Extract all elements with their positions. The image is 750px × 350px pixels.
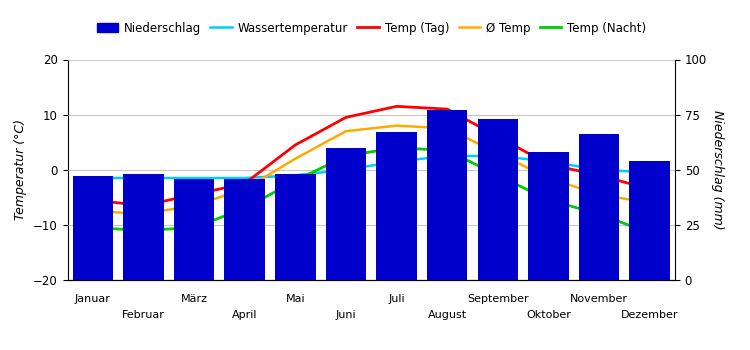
Bar bbox=[528, 152, 568, 280]
Text: Mai: Mai bbox=[286, 294, 305, 304]
Text: Oktober: Oktober bbox=[526, 310, 571, 320]
Bar bbox=[174, 178, 214, 280]
Bar bbox=[478, 119, 518, 280]
Text: Juni: Juni bbox=[336, 310, 356, 320]
Text: Juli: Juli bbox=[388, 294, 405, 304]
Text: Dezember: Dezember bbox=[621, 310, 679, 320]
Bar bbox=[123, 174, 164, 280]
Text: September: September bbox=[467, 294, 529, 304]
Bar bbox=[73, 176, 113, 280]
Text: April: April bbox=[232, 310, 257, 320]
Bar bbox=[224, 178, 265, 280]
Bar bbox=[275, 174, 316, 280]
Text: März: März bbox=[181, 294, 208, 304]
Bar bbox=[579, 134, 620, 280]
Legend: Niederschlag, Wassertemperatur, Temp (Tag), Ø Temp, Temp (Nacht): Niederschlag, Wassertemperatur, Temp (Ta… bbox=[92, 17, 650, 39]
Text: November: November bbox=[570, 294, 628, 304]
Bar bbox=[629, 161, 670, 280]
Bar bbox=[376, 132, 417, 280]
Bar bbox=[326, 148, 366, 280]
Text: Januar: Januar bbox=[75, 294, 111, 304]
Text: August: August bbox=[427, 310, 466, 320]
Y-axis label: Niederschlag (mm): Niederschlag (mm) bbox=[711, 110, 724, 230]
Text: Februar: Februar bbox=[122, 310, 165, 320]
Y-axis label: Temperatur (°C): Temperatur (°C) bbox=[14, 119, 28, 220]
Bar bbox=[427, 110, 467, 280]
